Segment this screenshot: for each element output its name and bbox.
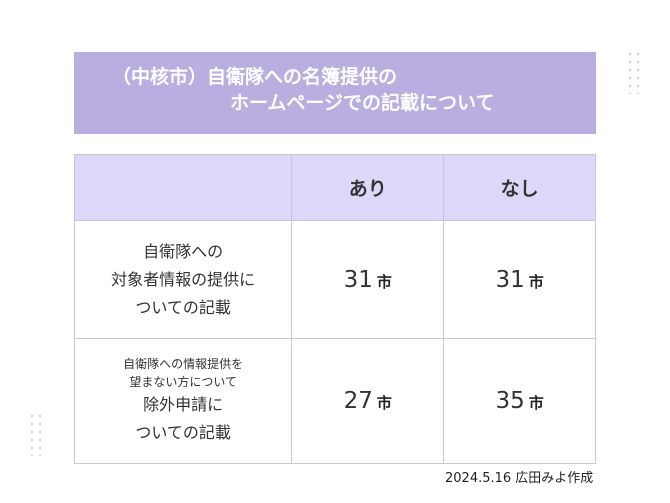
decorative-dots-top-right — [626, 50, 642, 94]
row-label-line: ついての記載 — [135, 297, 231, 317]
cell-provision-nashi: 31 市 — [443, 220, 596, 339]
row-label-small-line: 自衛隊への情報提供を — [123, 357, 244, 371]
table-row: 自衛隊への情報提供を 望まない方について 除外申請に ついての記載 27 市 35… — [73, 338, 596, 464]
count-value: 27 — [343, 388, 373, 414]
comparison-table: あり なし 自衛隊への 対象者情報の提供に ついての記載 31 市 31 市 自衛隊… — [73, 154, 596, 464]
row-label-line: 自衛隊への — [143, 241, 224, 261]
header-ari: あり — [291, 154, 445, 221]
row-label-line: 対象者情報の提供に — [111, 269, 256, 289]
cell-provision-ari: 31 市 — [291, 220, 445, 339]
row-label-provision: 自衛隊への 対象者情報の提供に ついての記載 — [73, 220, 293, 339]
count-value: 31 — [343, 266, 373, 293]
row-label-line: 除外申請に — [143, 395, 224, 414]
title-banner: （中核市）自衛隊への名簿提供の ホームページでの記載について — [74, 52, 596, 134]
table-row: 自衛隊への 対象者情報の提供に ついての記載 31 市 31 市 — [73, 220, 596, 339]
header-nashi: なし — [443, 154, 596, 221]
row-label-line: ついての記載 — [135, 423, 231, 442]
count-unit: 市 — [376, 272, 392, 291]
count-value: 31 — [495, 266, 525, 293]
count-value: 35 — [495, 388, 525, 414]
author-credit: 2024.5.16 広田みよ作成 — [445, 471, 594, 486]
count-unit: 市 — [528, 394, 544, 412]
cell-exclusion-nashi: 35 市 — [443, 338, 596, 464]
count-unit: 市 — [528, 272, 544, 291]
row-label-small-line: 望まない方について — [129, 375, 237, 389]
count-unit: 市 — [376, 394, 392, 412]
row-label-exclusion: 自衛隊への情報提供を 望まない方について 除外申請に ついての記載 — [73, 338, 293, 464]
title-line-2: ホームページでの記載について — [230, 92, 495, 114]
decorative-dots-bottom-left — [28, 412, 44, 456]
header-empty-cell — [73, 154, 293, 221]
table-header-row: あり なし — [73, 154, 596, 221]
title-line-1: （中核市）自衛隊への名簿提供の — [112, 66, 398, 88]
cell-exclusion-ari: 27 市 — [291, 338, 445, 464]
